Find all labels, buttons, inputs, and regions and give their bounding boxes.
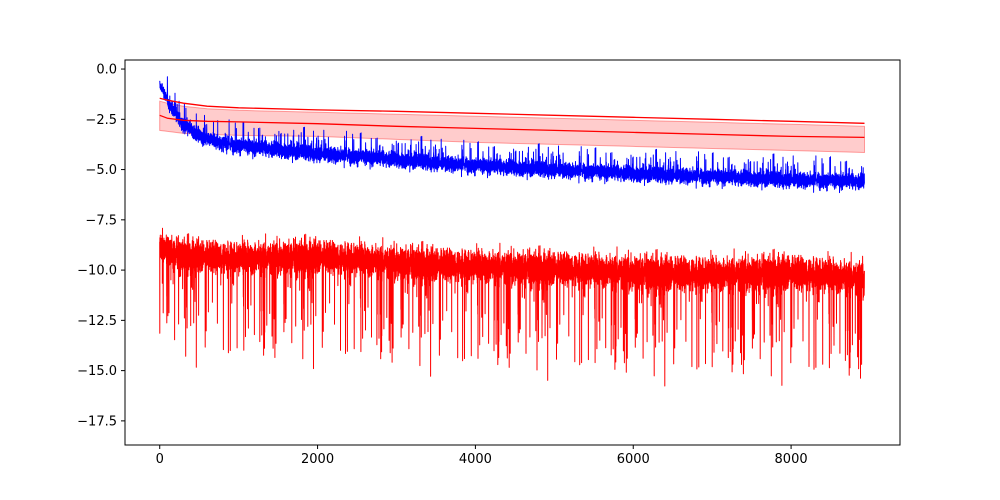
x-tick-label: 8000: [775, 452, 808, 467]
plot-area: [159, 76, 865, 387]
y-tick-label: −17.5: [77, 414, 117, 429]
series-line-1: [159, 227, 865, 387]
x-tick-label: 0: [156, 452, 164, 467]
series-line-0: [159, 76, 865, 194]
axes: 0 2000 4000 6000 8000 0.0 −2.5 −5.0 −7.5 −10.0 −12…: [77, 59, 901, 467]
x-tick-label: 6000: [617, 452, 650, 467]
y-tick-label: −12.5: [77, 314, 117, 329]
y-tick-label: −10.0: [77, 264, 117, 279]
y-tick-label: −2.5: [85, 113, 117, 128]
y-tick-label: −5.0: [85, 163, 117, 178]
x-tick-label: 2000: [301, 452, 334, 467]
series-line-2: [159, 97, 865, 124]
y-tick-label: −15.0: [77, 364, 117, 379]
x-tick-label: 4000: [459, 452, 492, 467]
y-tick-label: −7.5: [85, 213, 117, 228]
series-line-3: [159, 114, 865, 139]
axes-frame: [124, 59, 901, 446]
y-tick-label: 0.0: [96, 63, 117, 78]
